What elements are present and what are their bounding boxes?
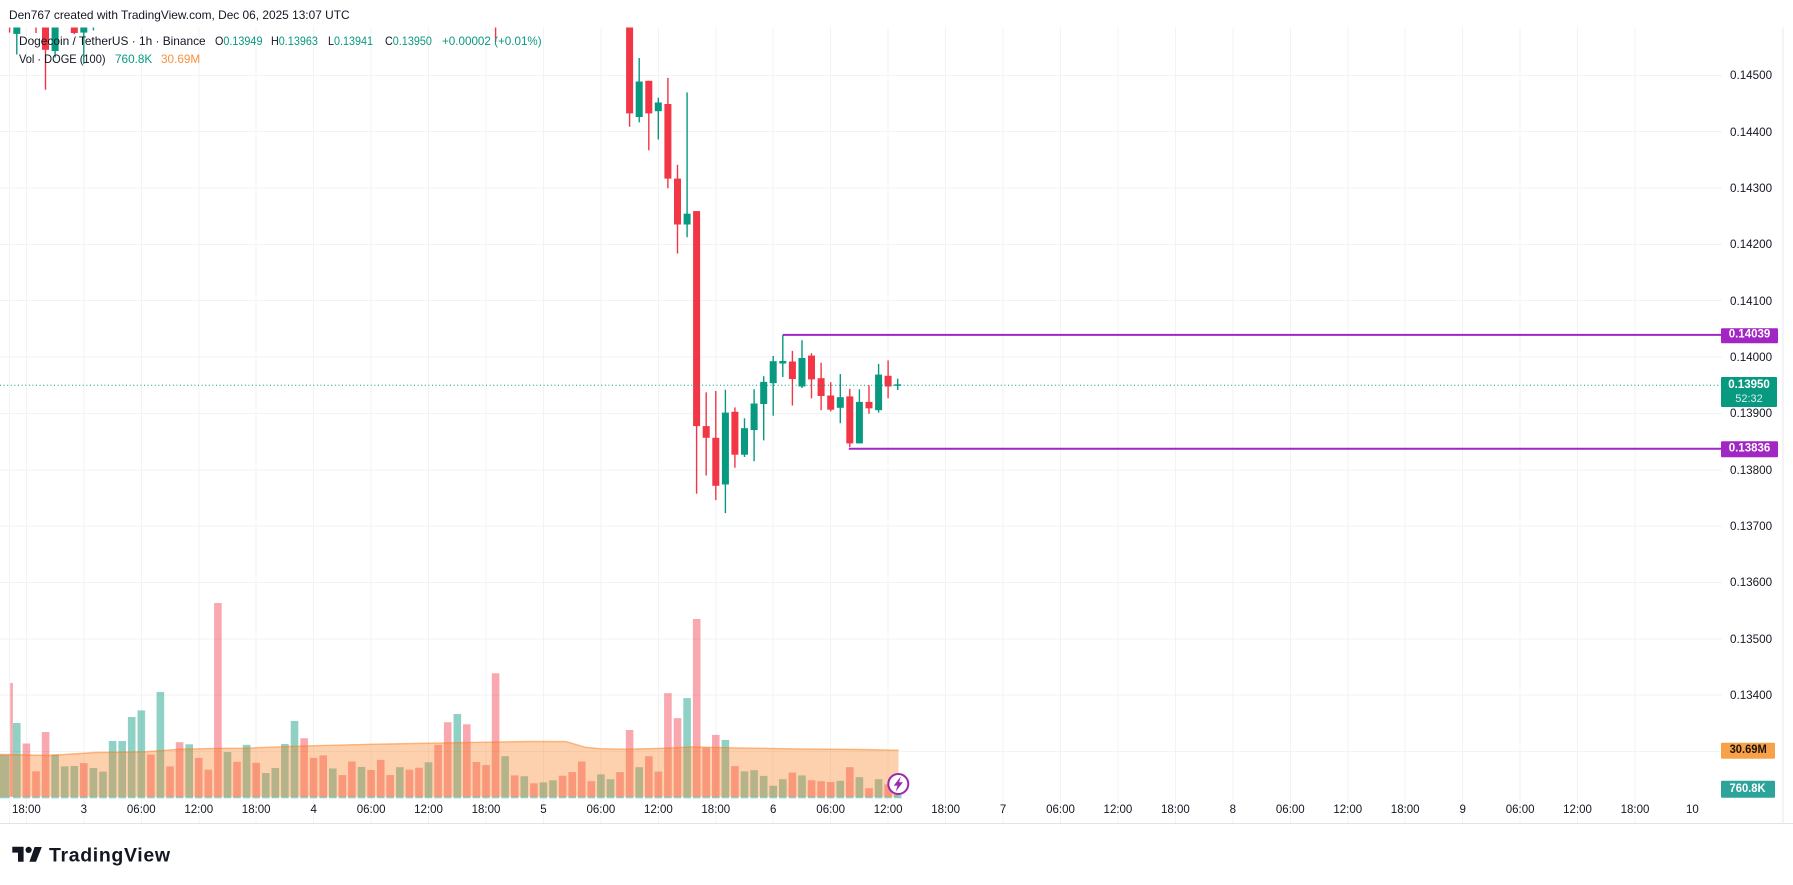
svg-text:TradingView: TradingView <box>49 845 171 867</box>
